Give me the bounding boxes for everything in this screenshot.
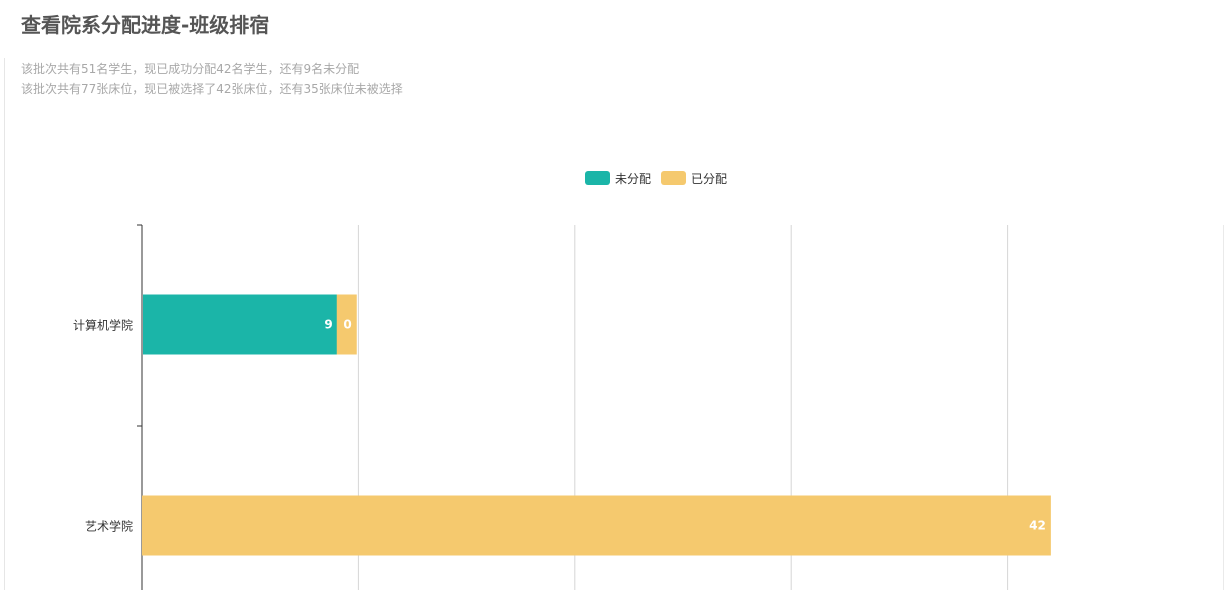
page-title: 查看院系分配进度-班级排宿 (21, 13, 270, 37)
legend-swatch-assigned (661, 171, 687, 185)
legend-item-unassigned[interactable]: 未分配 (585, 170, 651, 187)
legend-label-assigned: 已分配 (691, 171, 728, 186)
category-label: 计算机学院 (73, 318, 133, 333)
legend-item-assigned[interactable]: 已分配 (661, 170, 727, 187)
summary-text: 该批次共有51名学生，现已成功分配42名学生，还有9名未分配 该批次共有77张床… (21, 59, 403, 99)
bar-assigned (142, 495, 1051, 556)
data-label: 42 (1029, 519, 1046, 533)
summary-line-students: 该批次共有51名学生，现已成功分配42名学生，还有9名未分配 (21, 62, 360, 76)
chart-legend: 未分配 已分配 (585, 170, 737, 186)
category-label: 艺术学院 (85, 519, 133, 534)
summary-line-beds: 该批次共有77张床位，现已被选择了42张床位，还有35张床位未被选择 (21, 82, 403, 96)
bar-unassigned (143, 294, 338, 355)
legend-swatch-unassigned (585, 171, 610, 185)
bar-assigned (336, 294, 357, 355)
data-label: 9 (324, 318, 332, 332)
legend-label-unassigned: 未分配 (615, 171, 652, 186)
left-divider (4, 58, 5, 590)
data-label: 0 (343, 318, 351, 332)
